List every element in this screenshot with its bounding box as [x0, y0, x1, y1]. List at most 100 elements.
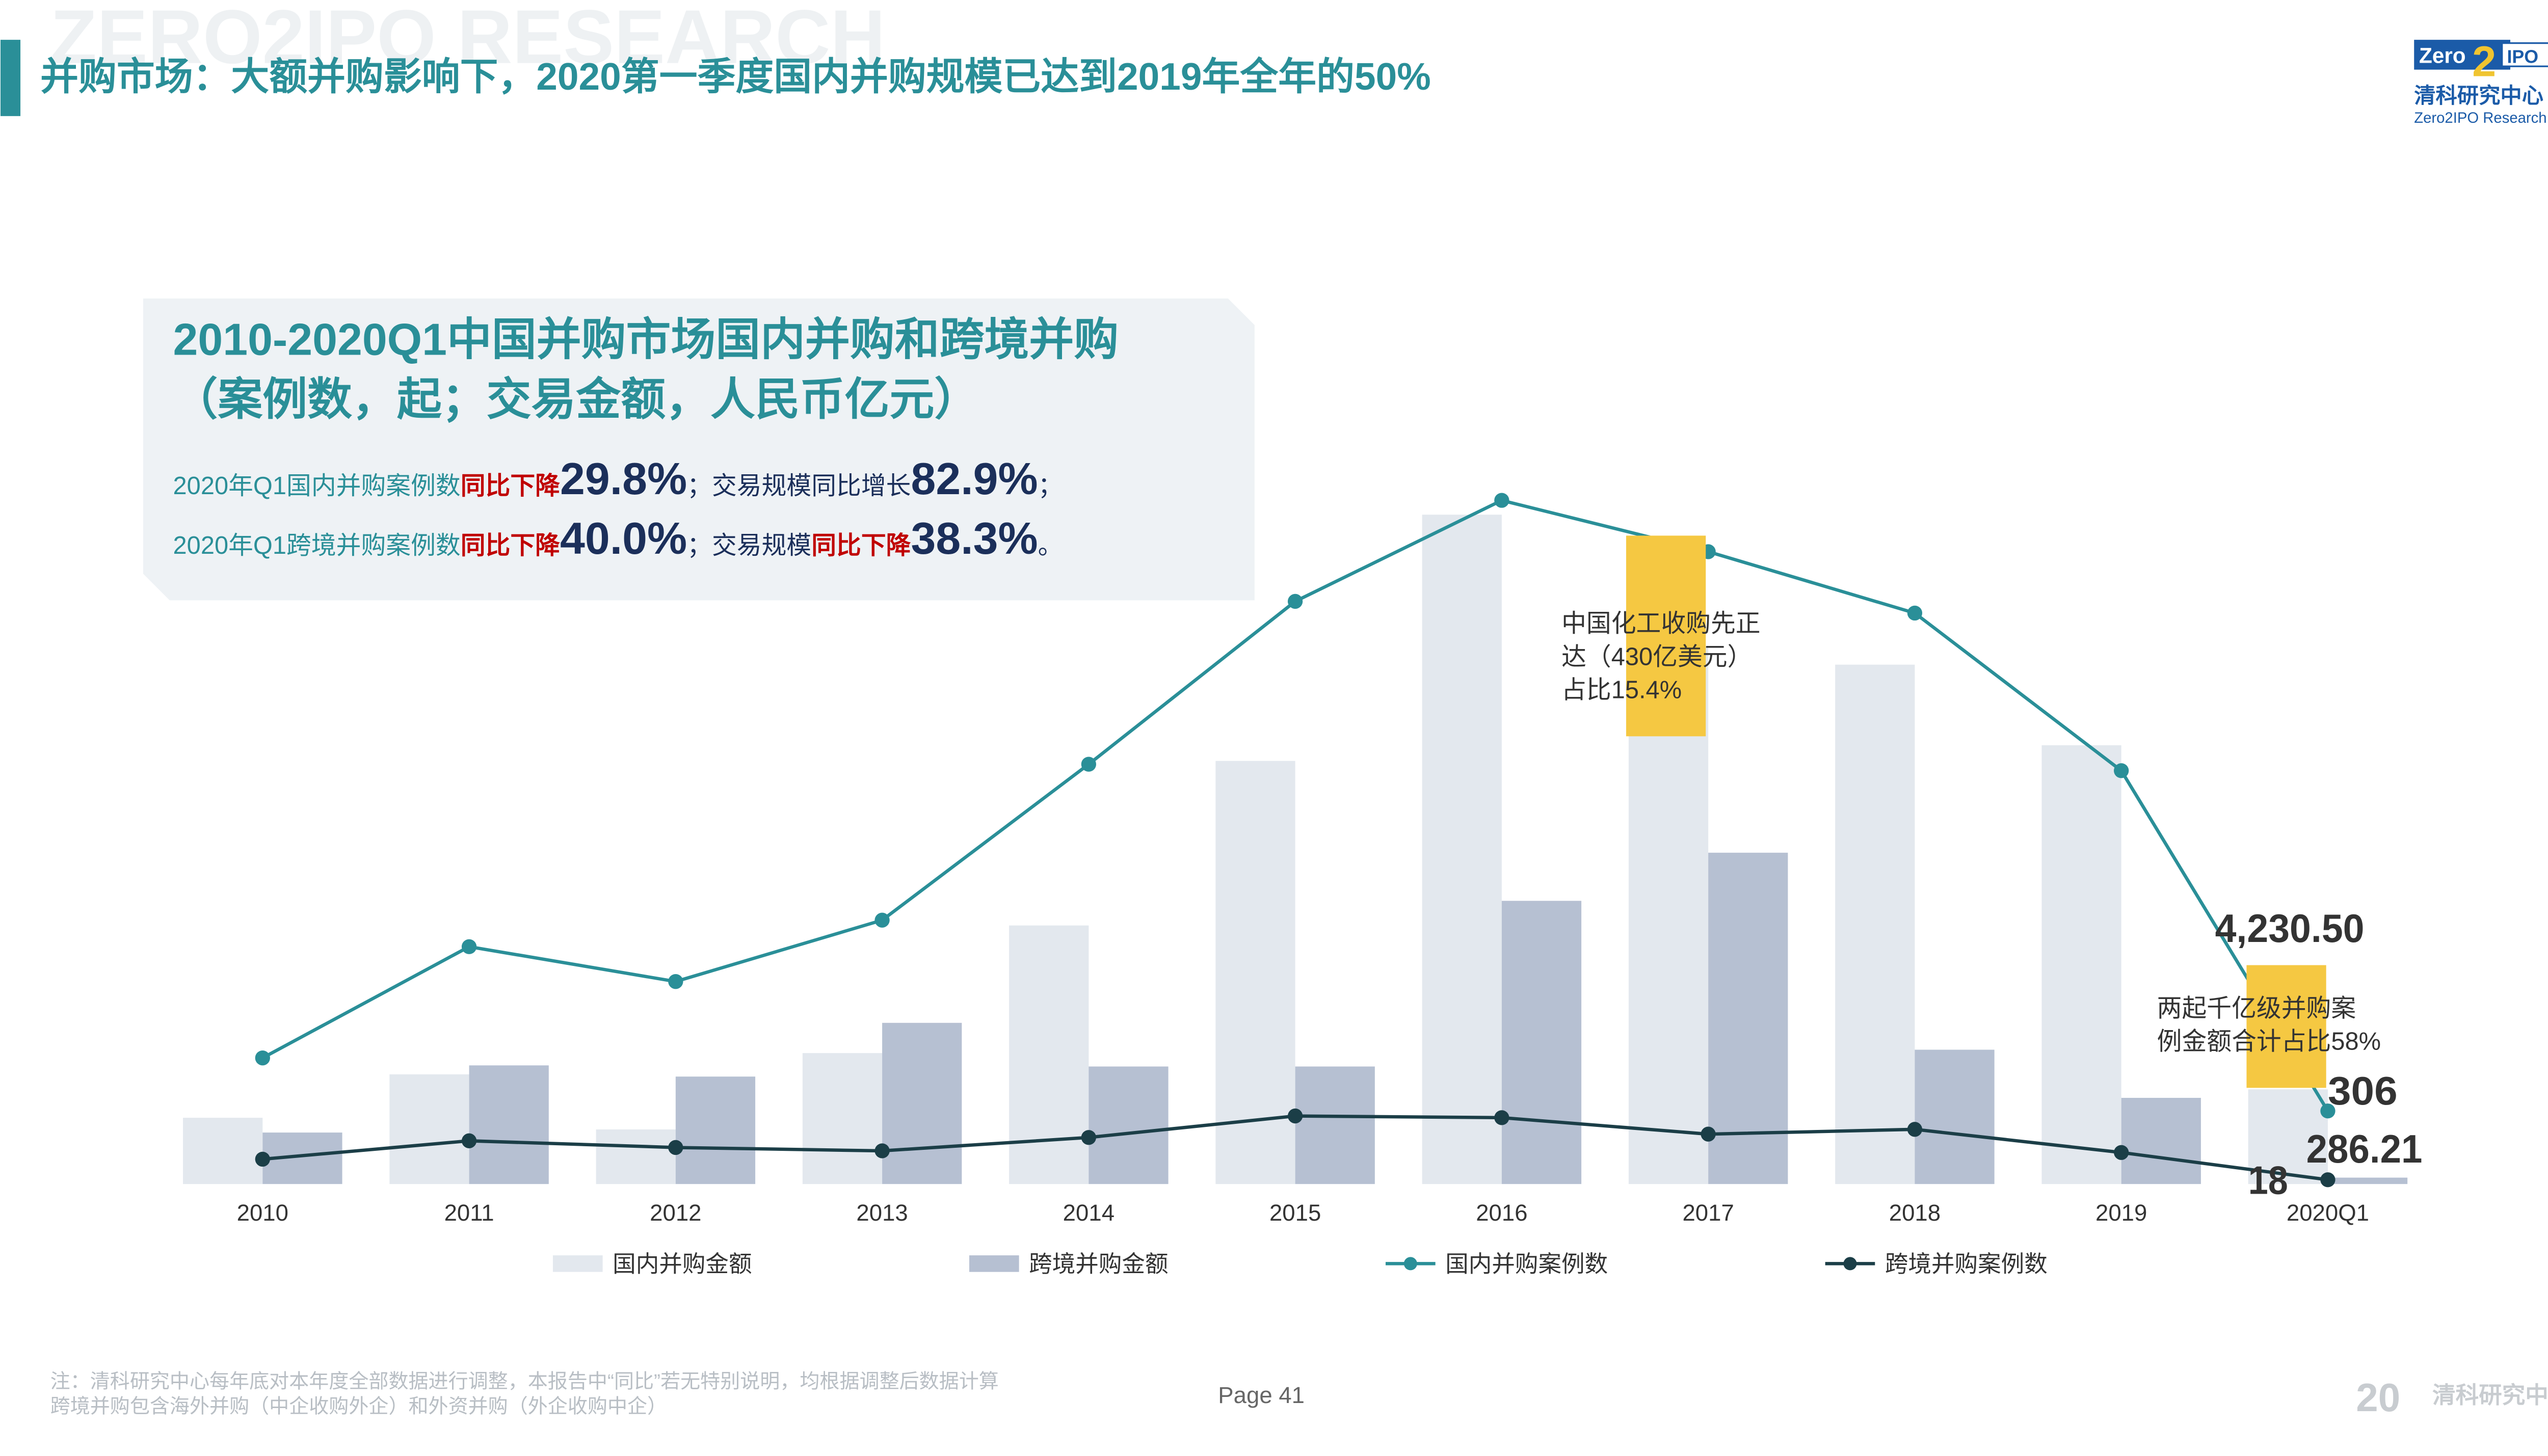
- logo-ipo-box: [2501, 42, 2548, 67]
- point: [874, 1143, 890, 1158]
- point: [1494, 493, 1509, 508]
- data-label: 286.21: [2306, 1126, 2423, 1171]
- summary-text: ；交易规模: [687, 532, 811, 559]
- bar: [1089, 1066, 1169, 1184]
- x-tick-label: 2016: [1476, 1200, 1527, 1226]
- x-tick-label: 2011: [444, 1200, 494, 1226]
- summary-emph: 同比下降: [461, 532, 560, 559]
- point: [1907, 1122, 1923, 1137]
- anniversary: 20: [2356, 1375, 2400, 1420]
- summary-number: 29.8%: [560, 453, 687, 504]
- annotation-highlight: [2246, 965, 2326, 1088]
- bar: [2041, 745, 2121, 1184]
- page-number: Page 41: [1218, 1382, 1305, 1408]
- watermark: ZERO2IPO RESEARCH: [50, 0, 886, 79]
- bar: [2248, 1089, 2328, 1184]
- legend-label: 国内并购案例数: [1445, 1251, 1608, 1277]
- point: [668, 974, 683, 989]
- point: [668, 1140, 683, 1155]
- x-tick-label: 2020Q1: [2287, 1200, 2369, 1226]
- legend-label: 跨境并购金额: [1029, 1251, 1168, 1277]
- bar: [1295, 1066, 1375, 1184]
- summary-number: 82.9%: [911, 453, 1038, 504]
- annotation: 例金额合计占比58%: [2157, 1028, 2381, 1055]
- point: [1287, 1108, 1303, 1124]
- x-tick-label: 2014: [1063, 1200, 1114, 1226]
- point: [874, 912, 890, 928]
- point: [2320, 1172, 2335, 1188]
- summary-text: 2020年Q1国内并购案例数: [173, 472, 461, 500]
- x-tick-label: 2015: [1269, 1200, 1321, 1226]
- bar: [2327, 1177, 2408, 1184]
- point: [461, 939, 477, 954]
- bar: [1215, 761, 1295, 1184]
- data-label: 306: [2328, 1068, 2398, 1113]
- bar: [802, 1053, 883, 1184]
- logo-two: 2: [2472, 37, 2496, 86]
- annotation: 占比15.4%: [1561, 676, 1682, 704]
- annotation: 中国化工收购先正: [1561, 610, 1760, 637]
- point: [255, 1050, 270, 1066]
- bar: [1009, 925, 1089, 1184]
- x-tick-label: 2018: [1889, 1200, 1941, 1226]
- summary-text: ；: [1038, 472, 1063, 500]
- point: [1287, 594, 1303, 609]
- annotation-highlight: [1626, 535, 1706, 737]
- x-tick-label: 2013: [856, 1200, 908, 1226]
- summary-text: 2020年Q1跨境并购案例数: [173, 532, 461, 559]
- point: [2114, 763, 2129, 778]
- summary-subtitle: （案例数，起；交易金额，人民币亿元）: [173, 374, 979, 424]
- bar: [183, 1118, 263, 1184]
- logo-box: [2414, 40, 2511, 70]
- summary-line: 2020年Q1国内并购案例数同比下降29.8%；交易规模同比增长82.9%；: [173, 453, 1063, 504]
- bar: [882, 1022, 962, 1184]
- footnote: 跨境并购包含海外并购（中企收购外企）和外资并购（外企收购中企）: [50, 1395, 667, 1417]
- bar: [389, 1074, 469, 1184]
- bar: [1422, 515, 1502, 1184]
- legend-swatch: [1843, 1257, 1857, 1271]
- summary-box: [143, 298, 1255, 601]
- logo-cn: 清科研究中心: [2414, 84, 2543, 107]
- summary-number: 38.3%: [911, 513, 1038, 563]
- chart: 2010 2011 2012 2013 2014 2015 2016 2017 2018 2019…: [183, 493, 2408, 1277]
- slide-title: 并购市场：大额并购影响下，2020第一季度国内并购规模已达到2019年全年的50…: [40, 55, 1431, 98]
- logo-zero: Zero: [2419, 44, 2466, 68]
- logo: Zero 2 IPO 清科研究中心 Zero2IPO Research: [2414, 37, 2548, 126]
- x-tick-label: 2019: [2095, 1200, 2147, 1226]
- data-label: 4,230.50: [2215, 906, 2365, 951]
- bar: [469, 1065, 549, 1184]
- data-label: 18: [2248, 1158, 2288, 1203]
- footnote: 注：清科研究中心每年底对本年度全部数据进行调整，本报告中“同比”若无特别说明，均…: [50, 1371, 999, 1393]
- legend-swatch: [552, 1255, 603, 1272]
- summary-emph: 同比下降: [811, 532, 911, 559]
- footer-brand: 清科研究中心: [2432, 1382, 2548, 1408]
- logo-ipo: IPO: [2507, 47, 2538, 67]
- summary-number: 40.0%: [560, 513, 687, 563]
- point: [1907, 605, 1923, 621]
- point: [1701, 1126, 1716, 1142]
- x-tick-label: 2012: [650, 1200, 701, 1226]
- point: [2114, 1145, 2129, 1160]
- point: [1081, 757, 1097, 772]
- point: [255, 1151, 270, 1167]
- legend-label: 国内并购金额: [613, 1251, 752, 1277]
- x-tick-label: 2010: [237, 1200, 288, 1226]
- summary-title: 2010-2020Q1中国并购市场国内并购和跨境并购: [173, 314, 1119, 365]
- legend-swatch: [969, 1255, 1019, 1272]
- summary-text: ；交易规模同比增长: [687, 472, 911, 500]
- summary-text: 。: [1038, 532, 1063, 559]
- point: [1494, 1110, 1509, 1125]
- bar: [2121, 1097, 2201, 1184]
- annotation: 两起千亿级并购案: [2157, 994, 2356, 1022]
- bar: [1915, 1049, 1995, 1184]
- x-tick-label: 2017: [1682, 1200, 1734, 1226]
- annotations: 中国化工收购先正 达（430亿美元） 占比15.4% 两起千亿级并购案 例金额合…: [1561, 535, 2423, 1203]
- logo-en: Zero2IPO Research: [2414, 110, 2546, 126]
- bar: [675, 1076, 756, 1184]
- legend-swatch: [1403, 1257, 1417, 1271]
- summary-line: 2020年Q1跨境并购案例数同比下降40.0%；交易规模同比下降38.3%。: [173, 513, 1063, 563]
- title-bar: [1, 40, 21, 116]
- annotation: 达（430亿美元）: [1561, 643, 1752, 670]
